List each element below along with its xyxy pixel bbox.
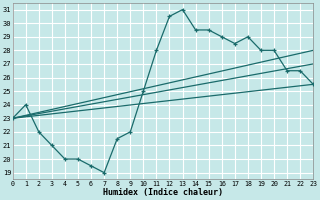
X-axis label: Humidex (Indice chaleur): Humidex (Indice chaleur) [103, 188, 223, 197]
